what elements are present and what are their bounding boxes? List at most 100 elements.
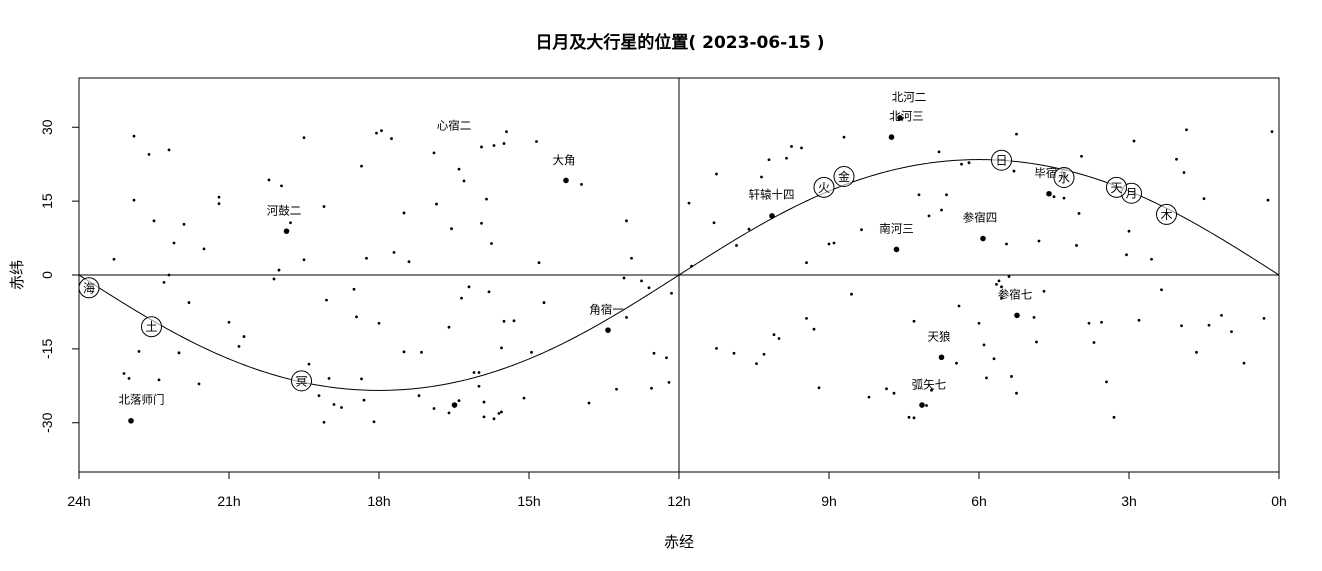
bright-star-point — [897, 115, 903, 121]
star-point — [832, 241, 836, 245]
star-point — [805, 261, 808, 265]
star-point — [1000, 296, 1003, 300]
star-point — [1005, 242, 1008, 246]
star-point — [1032, 315, 1036, 319]
star-point — [237, 345, 241, 348]
star-point — [1012, 169, 1016, 173]
star-point — [1230, 330, 1233, 334]
body-marker: 海 — [78, 277, 100, 299]
star-point — [762, 352, 766, 356]
star-point — [712, 221, 716, 225]
star-label: 北河二 — [892, 90, 927, 104]
star-point — [925, 404, 928, 407]
y-axis-ticks: 30 15 0 -15 -30 — [39, 119, 79, 433]
star-point — [1127, 229, 1131, 233]
star-point — [327, 377, 331, 380]
star-point — [302, 258, 306, 262]
star-point — [1007, 275, 1011, 278]
star-point — [1092, 341, 1096, 344]
star-point — [360, 377, 363, 381]
star-point — [447, 325, 451, 329]
star-point — [485, 197, 488, 201]
body-marker: 金 — [833, 166, 855, 187]
star-point — [492, 417, 496, 421]
star-point — [522, 396, 526, 400]
bright-star-point — [605, 327, 611, 333]
star-point — [480, 221, 483, 225]
star-point — [127, 377, 131, 380]
bright-star-point — [888, 134, 895, 140]
star-point — [402, 211, 406, 215]
chart-title: 日月及大行星的位置( 2023-06-15 ) — [535, 32, 824, 53]
body-circle — [78, 277, 100, 299]
star-point — [322, 420, 326, 424]
star-point — [1015, 132, 1018, 136]
star-point — [450, 227, 453, 231]
star-point — [480, 145, 483, 149]
body-circle — [813, 176, 835, 198]
star-point — [687, 201, 691, 205]
star-point — [1015, 391, 1018, 395]
star-point — [302, 136, 306, 139]
star-point — [462, 179, 466, 183]
star-point — [530, 350, 533, 354]
star-point — [930, 388, 933, 392]
body-circle — [833, 166, 855, 187]
star-point — [512, 319, 516, 323]
star-point — [977, 321, 981, 325]
star-label: 大角 — [553, 153, 576, 167]
star-point — [817, 386, 821, 390]
star-point — [615, 387, 618, 391]
star-point — [927, 214, 931, 218]
star-point — [500, 346, 503, 350]
star-point — [650, 386, 653, 390]
star-point — [1132, 139, 1136, 143]
star-point — [332, 403, 336, 406]
star-point — [1180, 324, 1183, 328]
body-label: 水 — [1058, 171, 1070, 185]
body-label: 金 — [838, 169, 850, 184]
star-point — [850, 292, 853, 296]
star-point — [172, 241, 176, 245]
star-point — [1207, 323, 1211, 327]
star-point — [402, 350, 406, 354]
x-tick-label: 21h — [217, 493, 240, 509]
star-point — [995, 282, 998, 286]
star-point — [217, 202, 221, 205]
star-point — [827, 242, 831, 246]
star-point — [580, 182, 583, 186]
star-point — [625, 219, 628, 223]
star-point — [1270, 130, 1274, 134]
star-point — [360, 164, 363, 168]
body-label: 天 — [1110, 181, 1122, 195]
star-point — [280, 184, 283, 188]
star-point — [955, 361, 958, 365]
star-point — [227, 320, 231, 324]
star-point — [1000, 285, 1003, 289]
star-point — [467, 285, 471, 289]
star-point — [997, 279, 1001, 283]
y-tick-label: -30 — [39, 412, 55, 432]
star-point — [432, 151, 436, 155]
star-point — [432, 407, 436, 410]
body-marker: 木 — [1156, 203, 1177, 225]
star-point — [380, 129, 383, 133]
star-point — [277, 268, 281, 272]
star-point — [447, 411, 451, 415]
body-marker: 冥 — [291, 370, 312, 392]
body-label: 土 — [145, 320, 157, 334]
star-point — [132, 198, 136, 202]
star-point — [289, 221, 292, 225]
star-point — [152, 219, 156, 223]
star-point — [805, 316, 808, 320]
bright-star-point — [283, 228, 290, 234]
body-marker: 水 — [1053, 166, 1075, 188]
star-label: 天狼 — [928, 330, 951, 344]
star-label: 北落师门 — [119, 393, 165, 407]
star-point — [242, 335, 246, 338]
star-point — [497, 411, 501, 415]
star-point — [122, 372, 126, 375]
star-point — [217, 195, 221, 199]
star-point — [732, 351, 736, 355]
